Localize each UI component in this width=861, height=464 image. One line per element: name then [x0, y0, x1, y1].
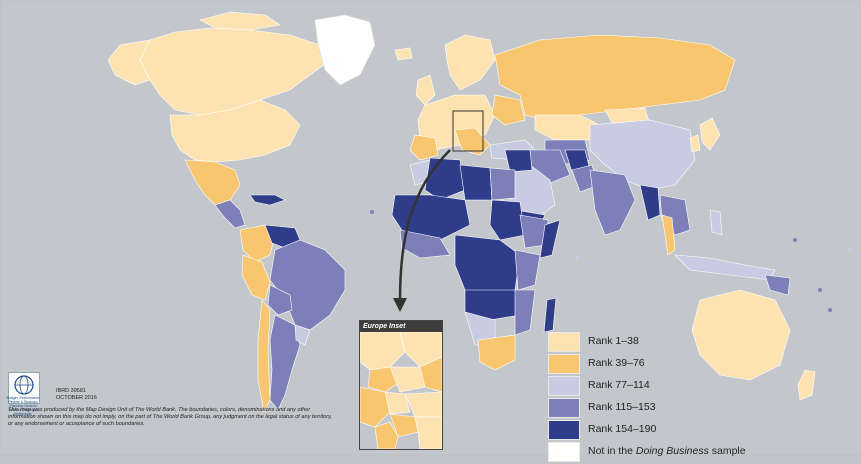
inset-arrow: [398, 149, 451, 301]
map-legend: Rank 1–38 Rank 39–76 Rank 77–114 Rank 11…: [548, 332, 848, 464]
inset-country: [367, 366, 401, 393]
legend-label: Rank 77–114: [588, 379, 650, 391]
map-id: IBRD 39581: [56, 388, 86, 394]
legend-item-rank-115-153: Rank 115–153: [548, 398, 848, 418]
legend-label-post: sample: [708, 445, 746, 457]
region-iraq-syria: [504, 149, 533, 173]
region-korea: [689, 134, 701, 153]
legend-swatch: [548, 398, 580, 418]
legend-item-rank-154-190: Rank 154–190: [548, 420, 848, 440]
region-usa: [169, 99, 301, 163]
region-madagascar: [543, 297, 557, 333]
region-somalia: [539, 219, 561, 259]
region-iberia: [409, 134, 439, 161]
region-alaska: [107, 39, 151, 86]
region-china: [589, 119, 696, 191]
legend-label-pre: Not in the: [588, 445, 636, 457]
region-india: [589, 169, 636, 236]
region-mexico: [184, 159, 241, 206]
europe-inset-title: Europe Inset: [360, 321, 442, 332]
region-south-africa: [477, 334, 516, 371]
legend-swatch: [548, 376, 580, 396]
inset-country: [384, 391, 411, 415]
inset-country: [414, 416, 442, 449]
region-chile: [257, 299, 271, 413]
europe-inset-map: [360, 332, 442, 449]
inset-country: [389, 366, 426, 393]
region-scandinavia: [444, 34, 496, 91]
legend-label: Rank 1–38: [588, 335, 639, 347]
island-dot: [793, 238, 797, 242]
legend-item-not-in-sample: Not in the Doing Business sample: [548, 442, 848, 462]
inset-country: [404, 391, 442, 418]
region-philippines: [709, 209, 723, 236]
region-central-america: [214, 199, 246, 229]
region-libya: [459, 164, 493, 201]
region-east-africa: [514, 249, 541, 291]
region-west-africa-sahel: [391, 194, 471, 241]
inset-country: [360, 386, 391, 428]
world-bank-logo: [8, 372, 40, 404]
legend-label: Not in the Doing Business sample: [588, 445, 746, 457]
region-algeria: [424, 157, 466, 201]
legend-label: Rank 154–190: [588, 423, 657, 435]
region-thailand-malaysia: [661, 214, 676, 256]
europe-inset: Europe Inset: [359, 320, 443, 450]
region-png: [764, 274, 791, 296]
legend-item-rank-1-38: Rank 1–38: [548, 332, 848, 352]
region-bolivia: [267, 284, 293, 316]
region-peru: [241, 254, 271, 301]
legend-item-rank-39-76: Rank 39–76: [548, 354, 848, 374]
inset-country: [419, 356, 442, 393]
legend-swatch: [548, 332, 580, 352]
island-dot: [828, 308, 832, 312]
legend-swatch: [548, 354, 580, 374]
legend-swatch: [548, 420, 580, 440]
globe-icon: [14, 375, 34, 395]
region-uk: [415, 74, 436, 106]
region-west-africa-coast: [399, 229, 451, 259]
inset-country: [360, 332, 406, 371]
map-identifier: IBRD 39581 OCTOBER 2016: [56, 388, 97, 402]
island-dot: [818, 288, 822, 292]
region-japan: [699, 117, 721, 151]
europe-inset-marker: [452, 110, 484, 152]
island-dot: [848, 248, 852, 252]
region-brazil: [269, 239, 346, 331]
region-sudan: [489, 199, 526, 241]
legend-label-em: Doing Business: [635, 445, 709, 457]
legend-label: Rank 39–76: [588, 357, 645, 369]
region-italy-balkans: [454, 127, 491, 156]
region-iceland: [394, 47, 413, 61]
island-dot: [575, 256, 579, 260]
inset-country: [374, 421, 399, 449]
region-uruguay-paraguay: [294, 324, 311, 346]
inset-arrow-head: [393, 298, 407, 312]
region-indonesia: [674, 254, 776, 281]
region-russia: [494, 34, 736, 121]
legend-label: Rank 115–153: [588, 401, 656, 413]
legend-item-rank-77-114: Rank 77–114: [548, 376, 848, 396]
region-ukraine: [491, 94, 526, 126]
map-disclaimer: This map was produced by the Map Design …: [8, 407, 333, 427]
region-greenland: [314, 14, 376, 86]
legend-swatch: [548, 442, 580, 462]
region-canada: [139, 27, 331, 116]
logo-caption: Budget, Performance Review & Strategic P…: [6, 396, 40, 416]
region-caribbean: [249, 194, 286, 206]
region-mozambique: [514, 289, 536, 336]
region-new-zealand: [797, 369, 816, 401]
map-date: OCTOBER 2016: [56, 395, 97, 401]
region-angola-zambia: [464, 289, 521, 321]
region-australia: [691, 289, 791, 381]
island-dot: [370, 210, 374, 214]
region-egypt: [489, 167, 516, 201]
region-canada-north: [199, 11, 281, 31]
region-myanmar: [639, 184, 661, 221]
